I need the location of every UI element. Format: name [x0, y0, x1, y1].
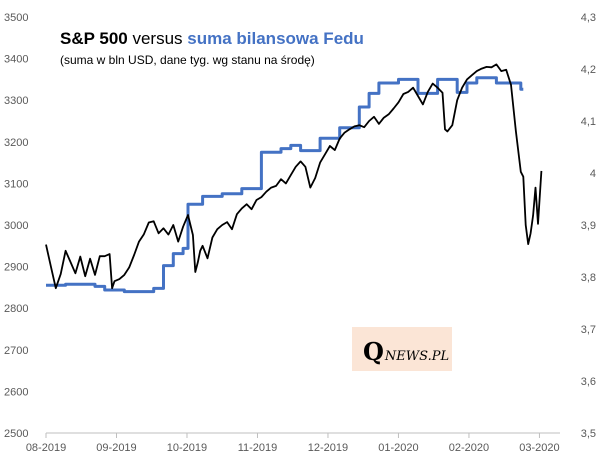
y-right-tick-label: 3,7	[581, 324, 596, 336]
x-tick-label: 02-2020	[449, 442, 489, 454]
y-right-axis: 3,5 3,6 3,7 3,8 3,9 4 4,1 4,2 4,3	[581, 12, 596, 440]
watermark: QNEWS.PL	[352, 327, 452, 371]
y-left-tick-label: 3400	[4, 54, 28, 66]
x-tick-label: 08-2019	[26, 442, 66, 454]
y-right-tick-label: 4,1	[581, 116, 596, 128]
y-left-tick-label: 2700	[4, 345, 28, 357]
y-left-tick-label: 2800	[4, 303, 28, 315]
x-axis: 08-2019 09-2019 10-2019 11-2019 12-2019 01-20…	[26, 433, 560, 454]
x-tick-label: 01-2020	[378, 442, 418, 454]
y-right-tick-label: 3,5	[581, 428, 596, 440]
x-tick-label: 03-2020	[519, 442, 559, 454]
y-left-axis: 2500 2600 2700 2800 2900 3000 3100 3200 3300 3400…	[4, 12, 28, 440]
y-right-tick-label: 3,6	[581, 376, 596, 388]
y-right-tick-label: 3,8	[581, 272, 596, 284]
chart-title: S&P 500 versus suma bilansowa Fedu	[60, 29, 364, 48]
y-left-tick-label: 3300	[4, 95, 28, 107]
y-left-tick-label: 3200	[4, 137, 28, 149]
x-tick-label: 11-2019	[238, 442, 278, 454]
series-sp500-line	[45, 63, 543, 290]
x-tick-label: 09-2019	[96, 442, 136, 454]
watermark-text: NEWS.PL	[384, 349, 449, 364]
svg-text:QNEWS.PL: QNEWS.PL	[363, 337, 449, 366]
y-left-tick-label: 3000	[4, 220, 28, 232]
y-left-tick-label: 3500	[4, 12, 28, 24]
x-tick-label: 12-2019	[308, 442, 348, 454]
watermark-q: Q	[363, 337, 384, 366]
y-left-tick-label: 2600	[4, 386, 28, 398]
chart-title-part-2: suma bilansowa Fedu	[187, 29, 364, 48]
series-layer	[45, 63, 543, 294]
y-left-tick-label: 2500	[4, 428, 28, 440]
y-right-tick-label: 4	[590, 168, 596, 180]
y-right-tick-label: 4,3	[581, 12, 596, 24]
y-right-tick-label: 3,9	[581, 220, 596, 232]
x-tick-label: 10-2019	[167, 442, 207, 454]
y-left-tick-label: 3100	[4, 178, 28, 190]
series-fed-balance-line	[46, 76, 524, 294]
chart-title-part-0: S&P 500	[60, 29, 128, 48]
y-left-tick-label: 2900	[4, 262, 28, 274]
chart-title-part-1: versus	[128, 29, 188, 48]
chart-subtitle: (suma w bln USD, dane tyg. wg stanu na ś…	[60, 53, 315, 67]
y-right-tick-label: 4,2	[581, 64, 596, 76]
